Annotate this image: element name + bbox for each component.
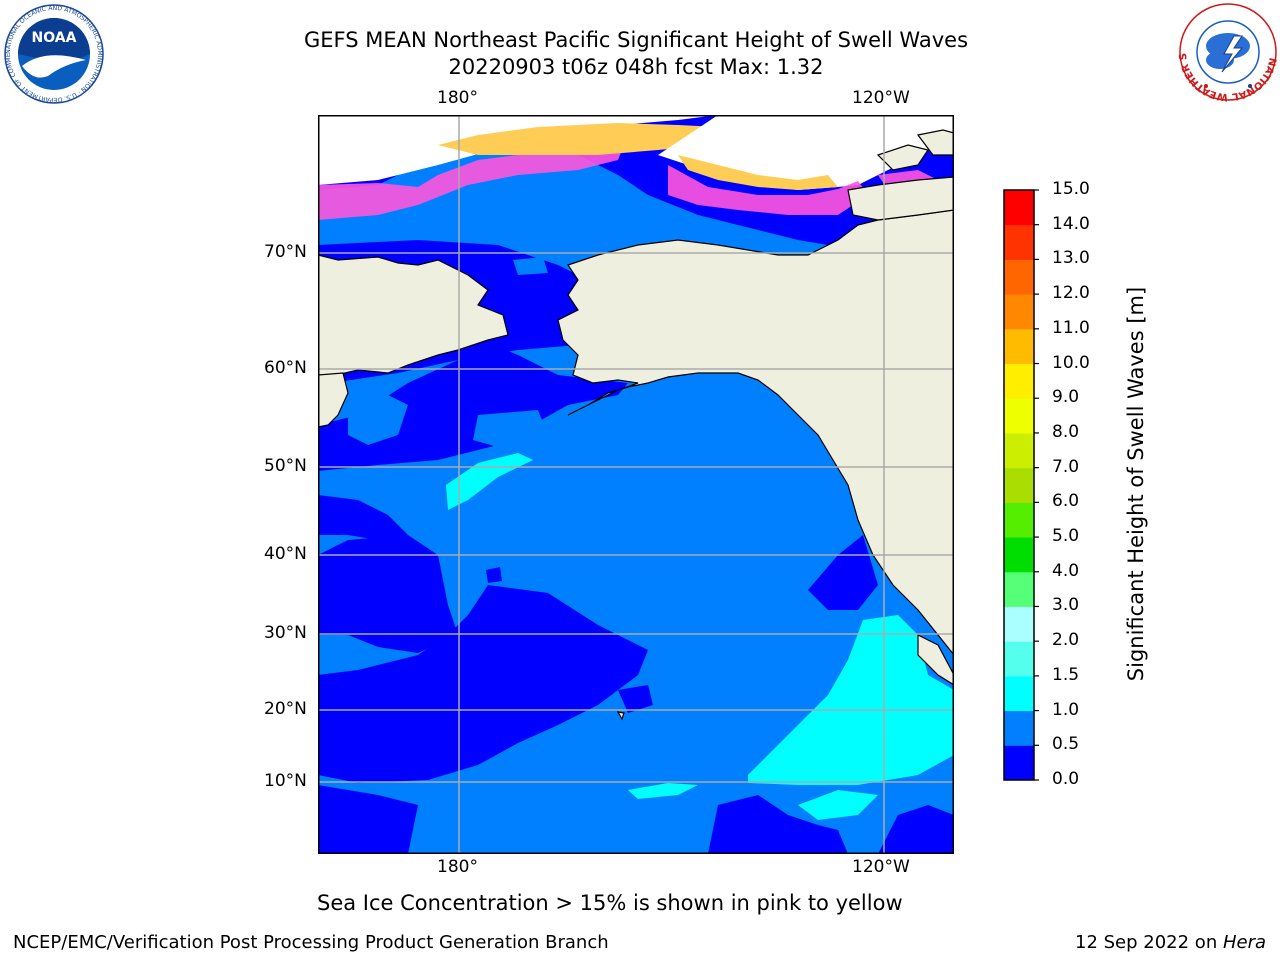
chart-subtitle: 20220903 t06z 048h fcst Max: 1.32 [448, 55, 824, 79]
colorbar-segment [1004, 363, 1034, 399]
swell-high-regions [446, 453, 954, 820]
lat-label-40n: 40°N [264, 544, 307, 564]
colorbar-tick-label: 0.5 [1052, 734, 1080, 755]
colorbar-segment [1004, 606, 1034, 642]
colorbar-tick-label: 1.0 [1052, 699, 1080, 720]
lon-label-top-120w: 120°W [852, 88, 910, 108]
colorbar-segment [1004, 641, 1034, 677]
colorbar-frame [1003, 189, 1035, 781]
colorbar-tick-label: 13.0 [1052, 248, 1090, 269]
map-frame [318, 115, 954, 854]
colorbar-tick-label: 8.0 [1052, 421, 1080, 442]
colorbar-segment [1004, 398, 1034, 434]
lat-label-60n: 60°N [264, 358, 307, 378]
colorbar-tick-label: 12.0 [1052, 283, 1090, 304]
colorbar-tick-label: 14.0 [1052, 213, 1090, 234]
colorbar-segment [1004, 259, 1034, 295]
lon-label-bottom-120w: 120°W [852, 857, 910, 877]
footer-date: 12 Sep 2022 on Hera [1075, 932, 1266, 953]
sea-ice [318, 115, 954, 220]
colorbar-segment [1004, 328, 1034, 365]
colorbar-label: Significant Height of Swell Waves [m] [1124, 286, 1148, 682]
colorbar-segment [1004, 710, 1034, 746]
lat-label-50n: 50°N [264, 456, 307, 476]
colorbar-segment [1004, 467, 1034, 503]
colorbar-tick-label: 4.0 [1052, 560, 1080, 581]
colorbar-segment [1004, 294, 1034, 330]
chart-title: GEFS MEAN Northeast Pacific Significant … [303, 28, 969, 52]
colorbar-segment [1004, 190, 1034, 226]
nws-logo: NATIONAL WEATHER SERVICE [1178, 2, 1278, 102]
colorbar-tick-label: 11.0 [1052, 317, 1090, 338]
footer-credit: NCEP/EMC/Verification Post Processing Pr… [13, 932, 609, 953]
colorbar-segment [1004, 502, 1034, 538]
lat-label-30n: 30°N [264, 623, 307, 643]
colorbar-segment [1004, 745, 1034, 781]
colorbar-tick-label: 7.0 [1052, 456, 1080, 477]
colorbar-segment [1004, 675, 1034, 712]
lon-label-bottom-180: 180° [437, 857, 478, 877]
colorbar-tick-label: 15.0 [1052, 179, 1090, 199]
colorbar-tick-label: 0.0 [1052, 769, 1080, 789]
lat-label-20n: 20°N [264, 699, 307, 719]
colorbar-label-box: Significant Height of Swell Waves [m] [1106, 186, 1166, 782]
colorbar-tick-label: 2.0 [1052, 630, 1080, 651]
colorbar-segment [1004, 571, 1034, 607]
map-gridlines [318, 115, 954, 854]
colorbar-tick-label: 3.0 [1052, 595, 1080, 616]
sea-ice-caption: Sea Ice Concentration > 15% is shown in … [317, 891, 903, 915]
noaa-logo: NATIONAL OCEANIC AND ATMOSPHERIC ADMINIS… [4, 4, 104, 104]
colorbar-segment [1004, 432, 1034, 469]
colorbar-tick-label: 6.0 [1052, 491, 1080, 512]
map-plot [318, 115, 954, 854]
colorbar [1003, 189, 1039, 781]
colorbar-tick-label: 1.5 [1052, 664, 1080, 685]
colorbar-segment [1004, 224, 1034, 260]
colorbar-tick-label: 9.0 [1052, 387, 1080, 408]
colorbar-tick-label: 10.0 [1052, 352, 1090, 373]
footer-date-text: 12 Sep 2022 on [1075, 932, 1223, 953]
footer-host: Hera [1222, 932, 1266, 953]
svg-text:NOAA: NOAA [32, 30, 77, 46]
lat-label-10n: 10°N [264, 771, 307, 791]
lat-label-70n: 70°N [264, 242, 307, 262]
colorbar-tick-label: 5.0 [1052, 526, 1080, 547]
swell-mid-patches [348, 257, 548, 450]
land-masses [318, 129, 954, 721]
colorbar-segment [1004, 537, 1034, 573]
lon-label-top-180: 180° [437, 88, 478, 108]
